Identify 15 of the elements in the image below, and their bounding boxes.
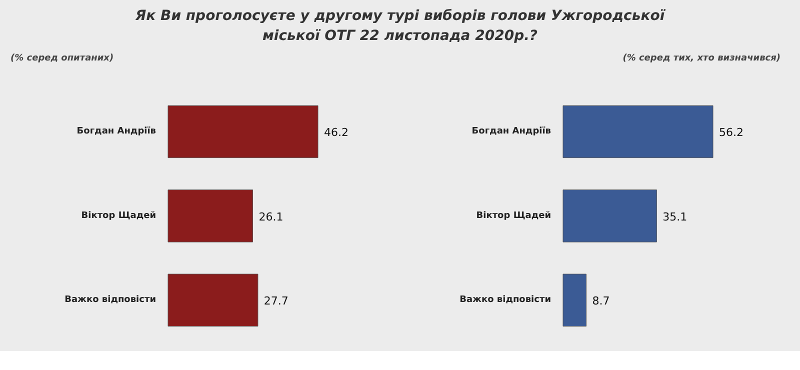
data-label: 35.1	[662, 210, 688, 224]
y-tick-label: Богдан Андріїв	[472, 126, 552, 137]
y-tick-label: Віктор Щадей	[476, 210, 552, 221]
text: Як Ви проголосуєте у другому турі виборів голови Ужгородської міської ОТГ 22 листопада 2020р.?	[134, 7, 666, 46]
text: (% серед опитаних)	[10, 54, 114, 64]
data-label: 56.2	[719, 126, 744, 140]
data-label: 27.7	[264, 294, 288, 308]
chart-subtitle: (% серед тих, хто визначився)	[622, 54, 781, 64]
data-label: 46.2	[324, 126, 348, 140]
data-label: 26.1	[258, 210, 284, 224]
y-tick-label: Віктор Щадей	[81, 210, 156, 221]
y-tick-label: Важко відповісти	[64, 295, 156, 306]
y-tick-label: Важко відповісти	[460, 295, 552, 306]
y-tick-label: Богдан Андріїв	[76, 126, 156, 137]
data-label: 8.7	[592, 294, 610, 308]
